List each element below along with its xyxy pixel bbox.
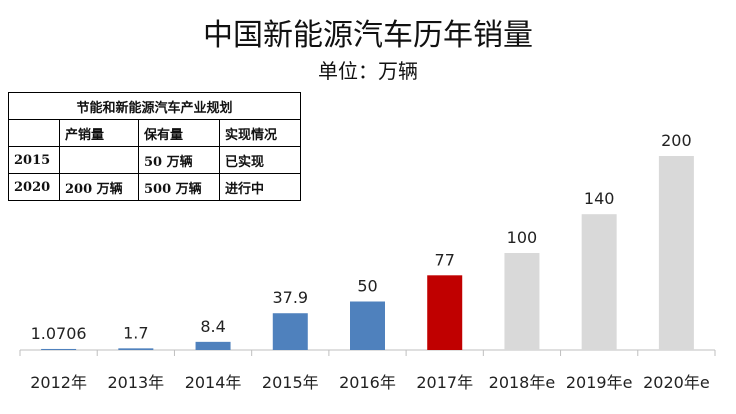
bar <box>272 313 308 350</box>
x-tick-label: 2019年e <box>566 373 633 392</box>
bar <box>118 348 154 350</box>
x-tick-label: 2012年 <box>30 373 87 392</box>
bar <box>350 301 385 350</box>
x-tick-label: 2020年e <box>643 373 710 392</box>
x-tick-label: 2016年 <box>339 373 396 392</box>
plan-header-cell <box>8 119 60 147</box>
bar <box>658 156 694 350</box>
plan-cell: 已实现 <box>219 146 301 174</box>
plan-cell: 2015 <box>8 146 60 174</box>
bar <box>41 348 77 350</box>
bar <box>504 253 540 350</box>
plan-table: 节能和新能源汽车产业规划 产销量 保有量 实现情况 2015 50 万辆 已实现… <box>8 92 301 201</box>
bar <box>195 341 231 350</box>
x-tick-label: 2013年 <box>107 373 164 392</box>
plan-cell: 进行中 <box>219 173 301 201</box>
plan-cell: 500 万辆 <box>138 173 220 201</box>
data-label: 140 <box>584 189 615 208</box>
plan-header-cell: 实现情况 <box>219 119 301 147</box>
x-tick-label: 2017年 <box>416 373 473 392</box>
bar <box>581 214 617 350</box>
plan-table-row: 2015 50 万辆 已实现 <box>8 146 301 174</box>
data-label: 1.0706 <box>31 324 87 343</box>
plan-table-header-row: 产销量 保有量 实现情况 <box>8 119 301 147</box>
data-label: 100 <box>507 228 538 247</box>
data-label: 8.4 <box>200 317 225 336</box>
bar <box>427 275 463 350</box>
plan-header-cell: 产销量 <box>59 119 139 147</box>
data-label: 50 <box>357 277 377 296</box>
plan-table-caption: 节能和新能源汽车产业规划 <box>8 92 301 120</box>
plan-cell: 200 万辆 <box>59 173 139 201</box>
plan-header-cell: 保有量 <box>138 119 220 147</box>
plan-cell: 2020 <box>8 173 60 201</box>
x-tick-label: 2015年 <box>262 373 319 392</box>
data-label: 37.9 <box>272 288 308 307</box>
data-label: 200 <box>661 131 692 150</box>
data-label: 77 <box>435 250 455 269</box>
data-label: 1.7 <box>123 323 148 342</box>
plan-cell <box>59 146 139 174</box>
chart-subtitle: 单位：万辆 <box>318 59 418 83</box>
chart-title: 中国新能源汽车历年销量 <box>203 18 533 53</box>
plan-cell: 50 万辆 <box>138 146 220 174</box>
x-tick-label: 2018年e <box>489 373 556 392</box>
plan-table-row: 2020 200 万辆 500 万辆 进行中 <box>8 173 301 201</box>
x-tick-label: 2014年 <box>185 373 242 392</box>
